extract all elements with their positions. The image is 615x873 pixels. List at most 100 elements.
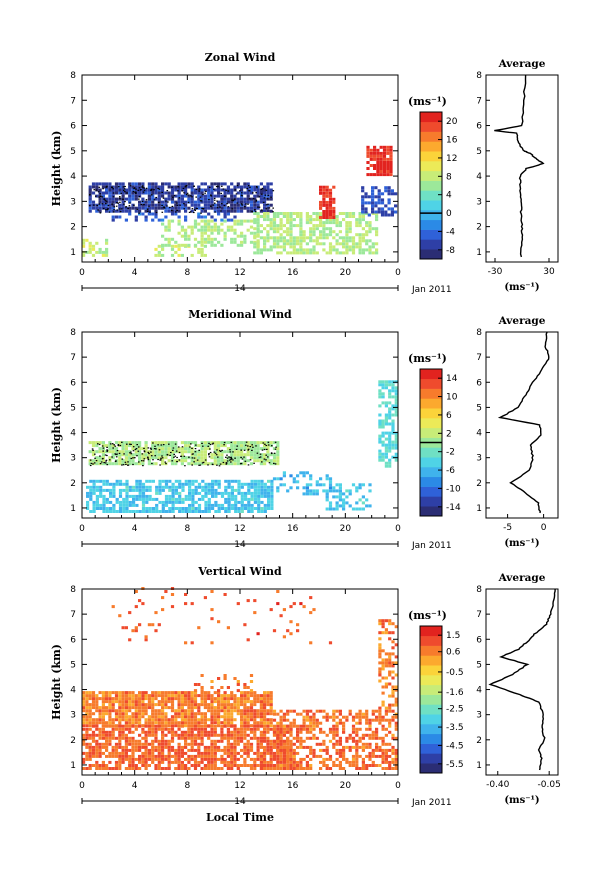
heatmap-cell [237, 491, 241, 495]
heatmap-cell [220, 697, 224, 701]
contour-mark [247, 445, 249, 447]
contour-mark [205, 190, 207, 192]
heatmap-cell [312, 227, 316, 231]
heatmap-cell [286, 239, 290, 243]
heatmap-cell [203, 447, 207, 451]
heatmap-cell [174, 733, 178, 737]
heatmap-cell [154, 185, 158, 189]
heatmap-cell [177, 736, 181, 740]
heatmap-cell [180, 225, 184, 229]
heatmap-cell [190, 231, 194, 235]
contour-mark [109, 459, 111, 461]
heatmap-cell [138, 760, 142, 764]
heatmap-cell [309, 251, 313, 255]
heatmap-cell [168, 510, 172, 513]
colorbar-band [420, 486, 442, 497]
heatmap-cell [191, 500, 195, 504]
heatmap-cell [263, 764, 267, 767]
contour-mark [196, 459, 199, 461]
heatmap-cell [378, 706, 382, 710]
heatmap-cell [342, 754, 346, 758]
heatmap-cell [292, 602, 296, 606]
heatmap-cell [233, 209, 237, 213]
heatmap-cell [253, 231, 257, 235]
heatmap-cell [345, 227, 349, 231]
heatmap-cell [358, 715, 362, 719]
heatmap-cell [217, 228, 221, 232]
heatmap-cell [240, 497, 244, 501]
heatmap-cell [91, 694, 96, 698]
x-tick-label: 16 [287, 524, 299, 534]
heatmap-cell [128, 485, 132, 489]
heatmap-cell [279, 757, 283, 761]
heatmap-cell [266, 230, 270, 234]
heatmap-cell [210, 456, 214, 460]
heatmap-cell [108, 185, 112, 189]
heatmap-cell [253, 197, 257, 201]
heatmap-cell [187, 462, 191, 466]
heatmap-cell [286, 712, 290, 716]
heatmap-cell [256, 754, 260, 758]
x-tick-label: 8 [184, 781, 190, 791]
heatmap-cell [236, 767, 240, 770]
heatmap-cell [342, 721, 346, 725]
heatmap-cell [144, 760, 148, 764]
heatmap-cell [249, 450, 254, 454]
heatmap-cell [158, 510, 162, 513]
heatmap-cell [190, 709, 194, 713]
x-tick-label: 4 [132, 268, 138, 278]
contour-mark [106, 464, 109, 466]
heatmap-cell [177, 727, 181, 731]
contour-mark [195, 188, 198, 190]
heatmap-cell [184, 709, 188, 713]
contour-mark [229, 449, 231, 451]
contour-mark [171, 186, 173, 188]
heatmap-cell [88, 697, 92, 701]
heatmap-cell [256, 751, 260, 755]
heatmap-cell [98, 727, 102, 731]
heatmap-cell [164, 450, 168, 454]
heatmap-cell [161, 500, 165, 504]
heatmap-cell [282, 239, 286, 243]
heatmap-cell [85, 712, 89, 716]
heatmap-cell [220, 503, 225, 507]
heatmap-cell [296, 733, 300, 737]
heatmap-cell [381, 619, 385, 623]
heatmap-cell [207, 491, 211, 495]
heatmap-cell [214, 494, 218, 498]
heatmap-cell [193, 767, 198, 770]
heatmap-cell [217, 459, 221, 463]
heatmap-cell [276, 751, 280, 755]
heatmap-cell [203, 718, 207, 722]
heatmap-cell [138, 715, 142, 719]
heatmap-cell [325, 764, 329, 767]
heatmap-cell [220, 727, 224, 731]
heatmap-cell [213, 447, 217, 451]
heatmap-cell [197, 706, 201, 710]
heatmap-cell [394, 767, 398, 770]
contour-mark [141, 200, 144, 202]
heatmap-cell [144, 447, 148, 451]
heatmap-cell [101, 194, 105, 198]
heatmap-cell [138, 462, 142, 466]
heatmap-cell [95, 479, 99, 483]
heatmap-cell [276, 733, 280, 737]
heatmap-cell [213, 222, 217, 226]
heatmap-cell [203, 237, 207, 241]
heatmap-cell [394, 404, 398, 408]
heatmap-cell [167, 219, 171, 223]
heatmap-cell [376, 148, 380, 152]
heatmap-cell [154, 206, 158, 210]
heatmap-cell [263, 757, 267, 761]
heatmap-cell [243, 712, 247, 716]
heatmap-cell [256, 736, 260, 740]
colorbar-band [420, 229, 442, 240]
y-tick-label: 7 [70, 610, 76, 620]
heatmap-cell [379, 173, 383, 177]
heatmap-cell [200, 197, 204, 201]
heatmap-cell [138, 691, 142, 695]
contour-mark [93, 462, 96, 464]
heatmap-cell [124, 709, 128, 713]
heatmap-cell [220, 709, 224, 713]
heatmap-cell [388, 413, 392, 417]
